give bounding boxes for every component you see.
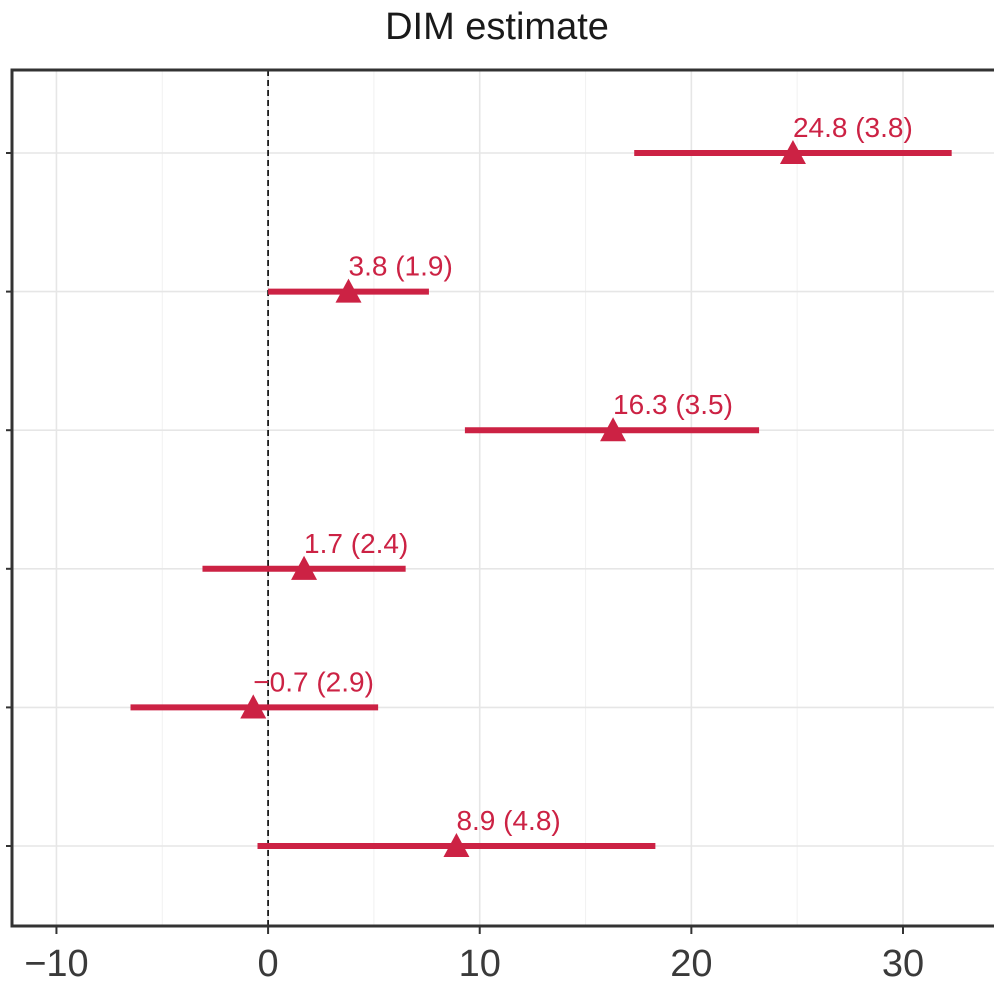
estimate-row: 8.9 (4.8) xyxy=(257,805,656,858)
estimate-row: −0.7 (2.9) xyxy=(130,666,379,719)
x-tick-label: 0 xyxy=(258,943,279,985)
x-tick-label: 20 xyxy=(670,943,712,985)
x-tick-label: −10 xyxy=(24,943,88,985)
estimate-label: 1.7 (2.4) xyxy=(304,528,408,559)
grid-layer xyxy=(12,70,994,926)
point-estimate-marker xyxy=(335,278,362,303)
estimate-label: −0.7 (2.9) xyxy=(253,666,374,697)
estimate-label: 16.3 (3.5) xyxy=(613,389,733,420)
estimate-row: 16.3 (3.5) xyxy=(464,389,760,442)
estimate-label: 3.8 (1.9) xyxy=(349,251,453,282)
point-estimate-marker xyxy=(600,417,627,442)
point-estimate-marker xyxy=(443,833,470,858)
panel-border xyxy=(10,68,994,928)
estimate-label: 24.8 (3.8) xyxy=(793,112,913,143)
estimate-row: 3.8 (1.9) xyxy=(268,251,453,303)
x-tick-label: 10 xyxy=(459,943,501,985)
point-estimate-marker xyxy=(779,140,806,165)
x-axis: −10 0 10 20 30 xyxy=(6,152,924,985)
point-estimate-marker xyxy=(291,555,318,580)
estimate-row: 24.8 (3.8) xyxy=(634,112,952,165)
point-estimate-marker xyxy=(240,694,267,719)
estimate-label: 8.9 (4.8) xyxy=(456,805,560,836)
estimate-row: 1.7 (2.4) xyxy=(202,528,408,580)
x-tick-label: 30 xyxy=(882,943,924,985)
chart-title: DIM estimate xyxy=(385,6,609,48)
estimates-layer: 24.8 (3.8) 3.8 (1.9) 16.3 (3.5) 1.7 (2.4) −0… xyxy=(130,112,952,858)
